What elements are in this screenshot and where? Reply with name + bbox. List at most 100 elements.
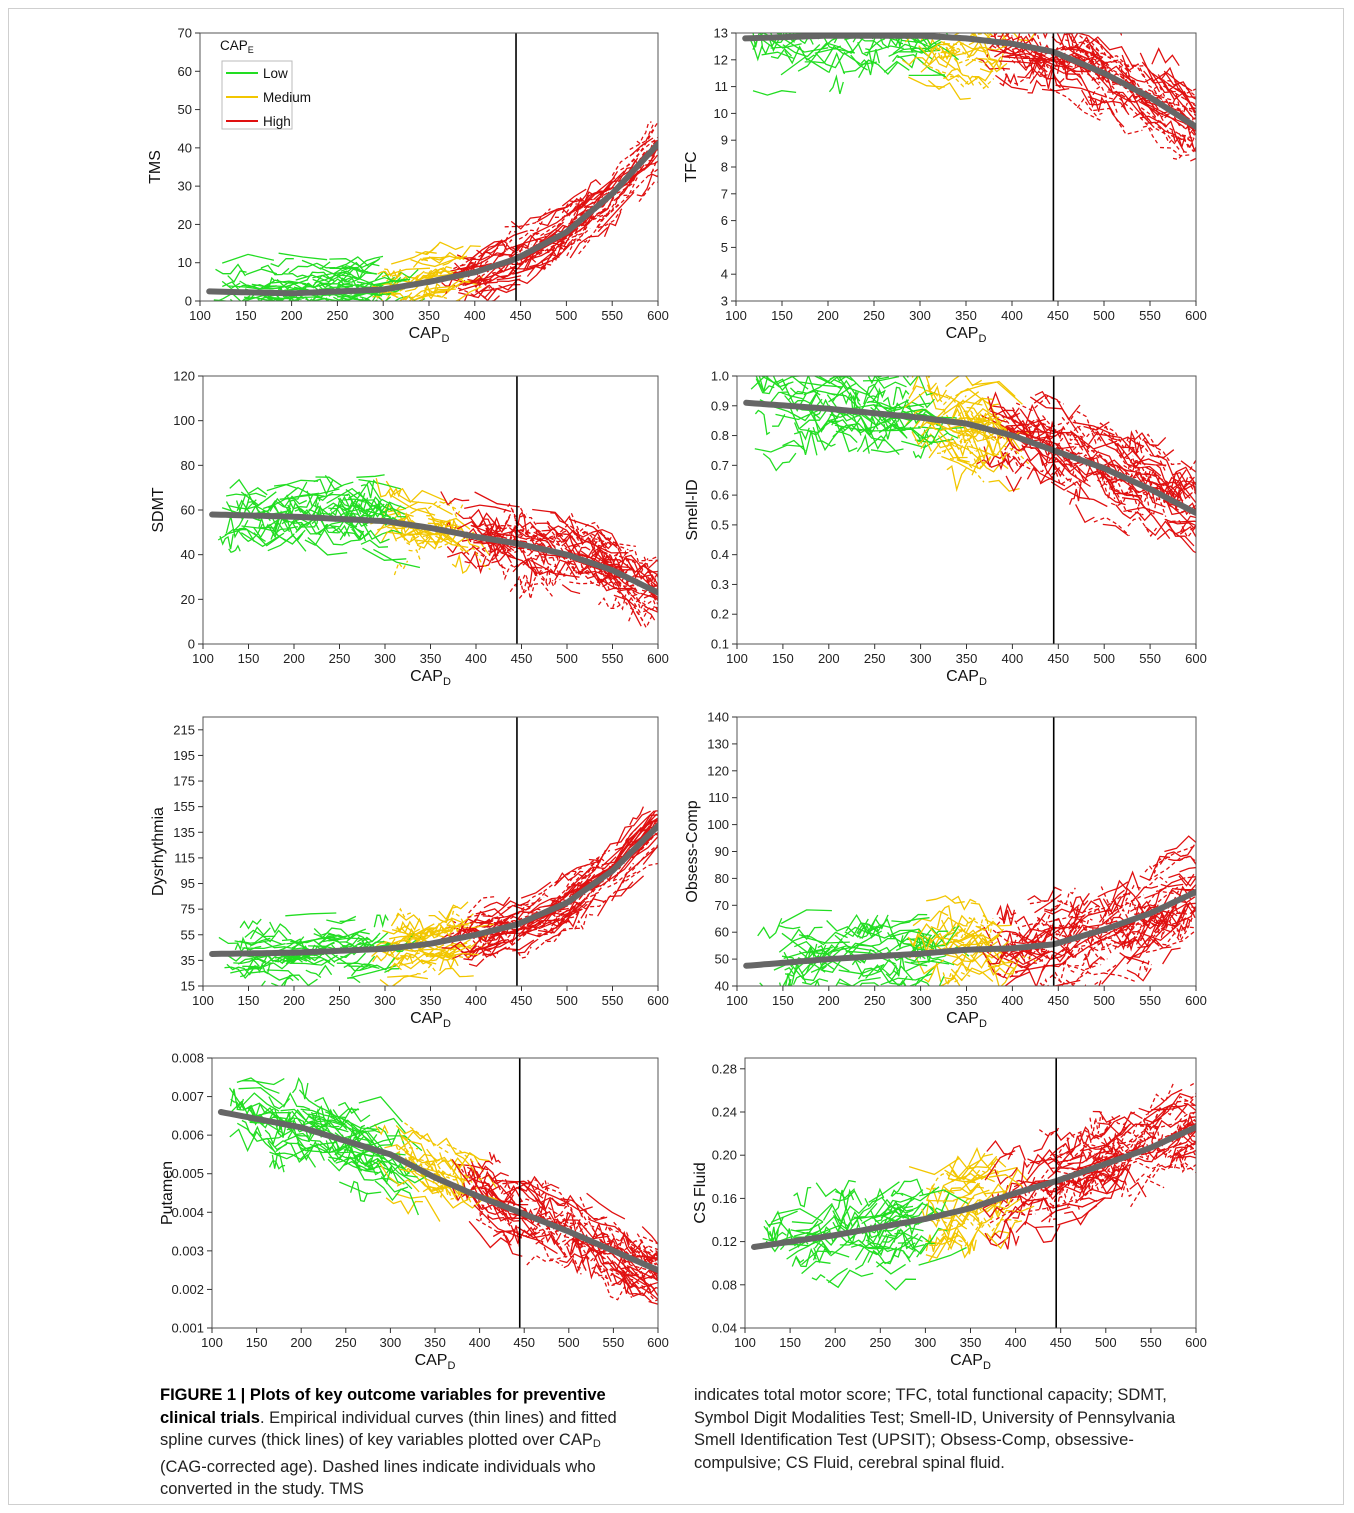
trajectory-line xyxy=(1031,15,1054,31)
trajectory-line xyxy=(793,431,818,456)
trajectory-line xyxy=(1093,1146,1114,1164)
trajectory-line xyxy=(338,1101,359,1115)
trajectory-line xyxy=(451,1158,477,1183)
x-tick-label: 550 xyxy=(603,1335,625,1350)
trajectory-line xyxy=(1014,458,1066,487)
trajectory-line xyxy=(811,9,863,26)
trajectory-line xyxy=(1000,3,1042,14)
trajectory-line xyxy=(270,521,299,540)
trajectory-line xyxy=(579,1196,608,1220)
trajectory-line xyxy=(263,278,309,289)
trajectory-line xyxy=(1072,421,1115,436)
trajectory-line xyxy=(1038,1196,1052,1210)
x-tick-label: 250 xyxy=(335,1335,357,1350)
spline-curve xyxy=(743,888,1196,969)
trajectory-line xyxy=(1075,33,1119,64)
trajectory-line xyxy=(928,389,967,409)
trajectory-line xyxy=(877,1228,925,1250)
x-tick-label: 550 xyxy=(1139,308,1161,323)
trajectory-line xyxy=(468,958,485,967)
trajectory-line xyxy=(540,254,559,271)
trajectory-line xyxy=(505,235,547,251)
trajectory-line xyxy=(932,1172,956,1188)
trajectory-line xyxy=(498,927,527,944)
trajectory-line xyxy=(1076,46,1110,67)
trajectory-line xyxy=(894,1201,924,1212)
trajectory-line xyxy=(238,945,262,954)
trajectory-line xyxy=(966,1159,1001,1183)
trajectory-line xyxy=(863,2,903,16)
trajectory-line xyxy=(1076,97,1103,117)
trajectory-line xyxy=(941,436,978,455)
trajectory-line xyxy=(808,0,834,1)
trajectory-line xyxy=(1057,1143,1100,1164)
trajectory-line xyxy=(277,938,307,952)
trajectory-line xyxy=(510,1225,538,1245)
trajectory-line xyxy=(369,1117,407,1134)
trajectory-line xyxy=(540,566,554,585)
trajectory-line xyxy=(428,245,481,264)
trajectory-line xyxy=(856,433,870,454)
trajectory-line xyxy=(1176,915,1193,939)
trajectory-line xyxy=(294,1132,329,1150)
trajectory-line xyxy=(1021,444,1066,475)
trajectories-7 xyxy=(217,1076,658,1305)
trajectory-line xyxy=(1052,965,1097,985)
trajectory-line xyxy=(337,1108,360,1120)
trajectory-line xyxy=(502,1180,546,1194)
trajectory-line xyxy=(1163,488,1180,511)
trajectory-line xyxy=(1112,937,1140,948)
trajectory-line xyxy=(260,980,266,986)
trajectory-line xyxy=(942,941,972,961)
y-tick-label: 135 xyxy=(173,825,195,840)
trajectory-line xyxy=(438,944,472,956)
trajectory-line xyxy=(500,525,545,551)
trajectory-line xyxy=(881,1196,914,1209)
trajectory-line xyxy=(931,33,932,34)
trajectory-line xyxy=(277,298,283,301)
trajectory-line xyxy=(817,944,836,954)
trajectory-line xyxy=(937,70,989,89)
trajectory-line xyxy=(454,300,473,301)
trajectory-line xyxy=(469,270,490,289)
trajectory-line xyxy=(385,1197,423,1215)
trajectory-line xyxy=(1032,930,1055,955)
y-tick-label: 0.007 xyxy=(171,1089,204,1104)
trajectory-line xyxy=(812,398,839,419)
trajectory-line xyxy=(978,439,1000,461)
trajectory-line xyxy=(568,518,618,549)
trajectory-line xyxy=(426,1148,463,1184)
trajectory-line xyxy=(1088,905,1114,924)
trajectory-line xyxy=(418,533,449,551)
trajectory-line xyxy=(934,45,954,61)
trajectory-line xyxy=(424,241,464,255)
trajectory-line xyxy=(870,448,904,454)
trajectory-line xyxy=(291,303,320,307)
trajectory-line xyxy=(1101,1132,1146,1151)
trajectory-line xyxy=(436,500,464,519)
y-tick-label: 13 xyxy=(714,26,728,41)
trajectory-line xyxy=(858,59,899,79)
trajectory-line xyxy=(1183,137,1196,151)
trajectory-line xyxy=(310,296,345,301)
trajectory-line xyxy=(1182,904,1196,922)
trajectory-line xyxy=(580,898,606,919)
trajectory-line xyxy=(1176,1144,1194,1161)
trajectory-line xyxy=(1155,1138,1170,1159)
trajectory-line xyxy=(941,455,975,473)
trajectory-line xyxy=(626,588,646,612)
trajectory-line xyxy=(309,1143,349,1154)
trajectory-line xyxy=(332,521,363,537)
trajectory-line xyxy=(397,307,415,312)
trajectory-line xyxy=(1115,504,1153,522)
trajectory-line xyxy=(909,423,944,445)
caption-left-end: (CAG-corrected age). Dashed lines indica… xyxy=(160,1457,596,1499)
trajectory-line xyxy=(988,1174,1023,1188)
trajectory-line xyxy=(454,286,482,301)
trajectory-line xyxy=(924,961,942,983)
trajectory-line xyxy=(918,393,935,409)
trajectory-line xyxy=(1033,33,1048,40)
trajectory-line xyxy=(1168,1150,1196,1170)
trajectory-line xyxy=(237,957,260,967)
x-axis-label: CAPD xyxy=(946,668,987,688)
